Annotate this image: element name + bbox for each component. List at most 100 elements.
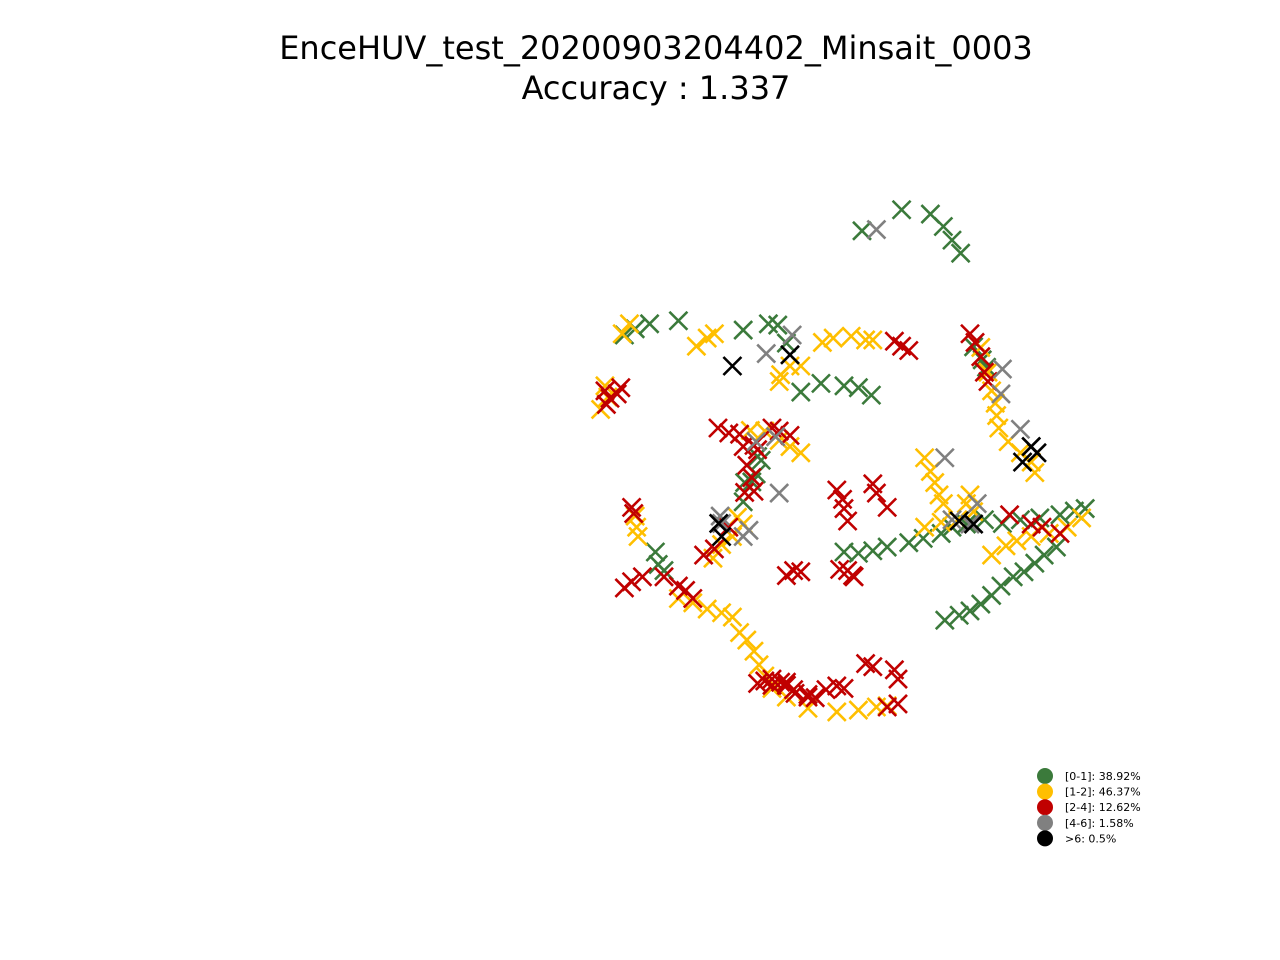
- legend-label: [1-2]: 46.37%: [1065, 786, 1141, 799]
- data-point: [805, 687, 826, 708]
- data-point: [960, 514, 980, 535]
- data-point: [884, 331, 905, 352]
- data-point: [770, 672, 791, 693]
- chart-title: EnceHUV_test_20200903204402_Minsait_0003: [279, 29, 1033, 67]
- data-point: [862, 330, 883, 350]
- data-point: [708, 418, 728, 438]
- legend-label: [4-6]: 1.58%: [1065, 817, 1134, 830]
- data-point: [949, 605, 970, 626]
- data-point: [610, 377, 631, 398]
- data-point: [898, 532, 919, 553]
- data-point: [934, 610, 955, 631]
- data-point: [877, 497, 898, 518]
- data-point: [1046, 537, 1067, 557]
- data-point: [891, 199, 912, 220]
- data-point: [963, 336, 984, 357]
- data-point: [992, 359, 1013, 380]
- series-group: [595, 323, 1070, 717]
- data-point: [790, 442, 811, 463]
- data-point: [933, 493, 954, 514]
- data-point: [729, 424, 750, 445]
- data-point: [1006, 530, 1027, 551]
- data-point: [996, 535, 1016, 556]
- data-point: [970, 346, 991, 367]
- data-point: [711, 602, 732, 623]
- data-point: [746, 431, 767, 452]
- series-group: [710, 219, 1042, 547]
- data-point: [988, 418, 1009, 438]
- data-point: [697, 328, 718, 349]
- data-point: [855, 653, 876, 674]
- data-point: [686, 336, 707, 357]
- data-point: [736, 455, 757, 476]
- data-point: [848, 377, 869, 398]
- data-point: [877, 697, 898, 717]
- data-point: [790, 382, 811, 402]
- data-point: [711, 526, 732, 547]
- data-point: [877, 537, 898, 557]
- data-point: [848, 700, 869, 721]
- data-point: [747, 673, 768, 694]
- data-point: [826, 676, 847, 696]
- data-point: [623, 503, 644, 524]
- data-point: [733, 320, 754, 340]
- data-point: [1014, 561, 1034, 582]
- data-point: [744, 641, 764, 662]
- data-point: [812, 332, 833, 353]
- data-point: [645, 542, 666, 562]
- plot-area: [590, 199, 1096, 722]
- data-point: [826, 702, 847, 722]
- data-point: [965, 332, 985, 353]
- data-point: [1021, 436, 1042, 457]
- data-point: [841, 326, 862, 347]
- data-point: [595, 375, 615, 396]
- legend-marker: [1037, 768, 1053, 784]
- data-point: [612, 323, 633, 344]
- data-point: [607, 383, 628, 404]
- data-point: [862, 540, 883, 561]
- data-point: [866, 219, 887, 240]
- data-point: [722, 607, 743, 628]
- data-point: [1071, 507, 1092, 528]
- legend-label: [0-1]: 38.92%: [1065, 770, 1141, 783]
- data-point: [829, 559, 850, 580]
- data-point: [734, 482, 755, 503]
- data-point: [595, 380, 615, 401]
- data-point: [963, 514, 984, 535]
- data-point: [1050, 504, 1070, 525]
- data-point: [1010, 509, 1031, 530]
- data-point: [1010, 419, 1031, 440]
- data-point: [888, 669, 908, 690]
- data-point: [697, 599, 718, 619]
- data-point: [1021, 514, 1042, 535]
- data-point: [826, 480, 847, 500]
- data-point: [770, 364, 791, 385]
- chart-subtitle: Accuracy : 1.337: [522, 69, 791, 107]
- data-point: [621, 497, 642, 518]
- data-point: [834, 498, 854, 519]
- data-point: [991, 383, 1011, 404]
- data-point: [986, 405, 1007, 426]
- data-point: [785, 683, 805, 704]
- data-point: [769, 371, 790, 392]
- data-point: [844, 566, 864, 587]
- data-point: [668, 576, 689, 597]
- data-point: [619, 313, 640, 334]
- data-point: [710, 506, 731, 526]
- data-point: [914, 517, 935, 538]
- data-point: [614, 578, 635, 598]
- data-point: [693, 545, 714, 566]
- data-point: [682, 592, 703, 613]
- data-point: [823, 328, 844, 349]
- data-point: [834, 678, 854, 699]
- data-point: [769, 421, 790, 442]
- data-point: [942, 230, 962, 251]
- data-point: [1032, 517, 1052, 538]
- legend-marker: [1037, 830, 1053, 847]
- data-point: [914, 447, 935, 468]
- data-point: [733, 436, 754, 457]
- data-point: [790, 561, 811, 582]
- legend-marker: [1037, 814, 1053, 831]
- data-point: [1021, 452, 1042, 473]
- data-point: [888, 693, 908, 714]
